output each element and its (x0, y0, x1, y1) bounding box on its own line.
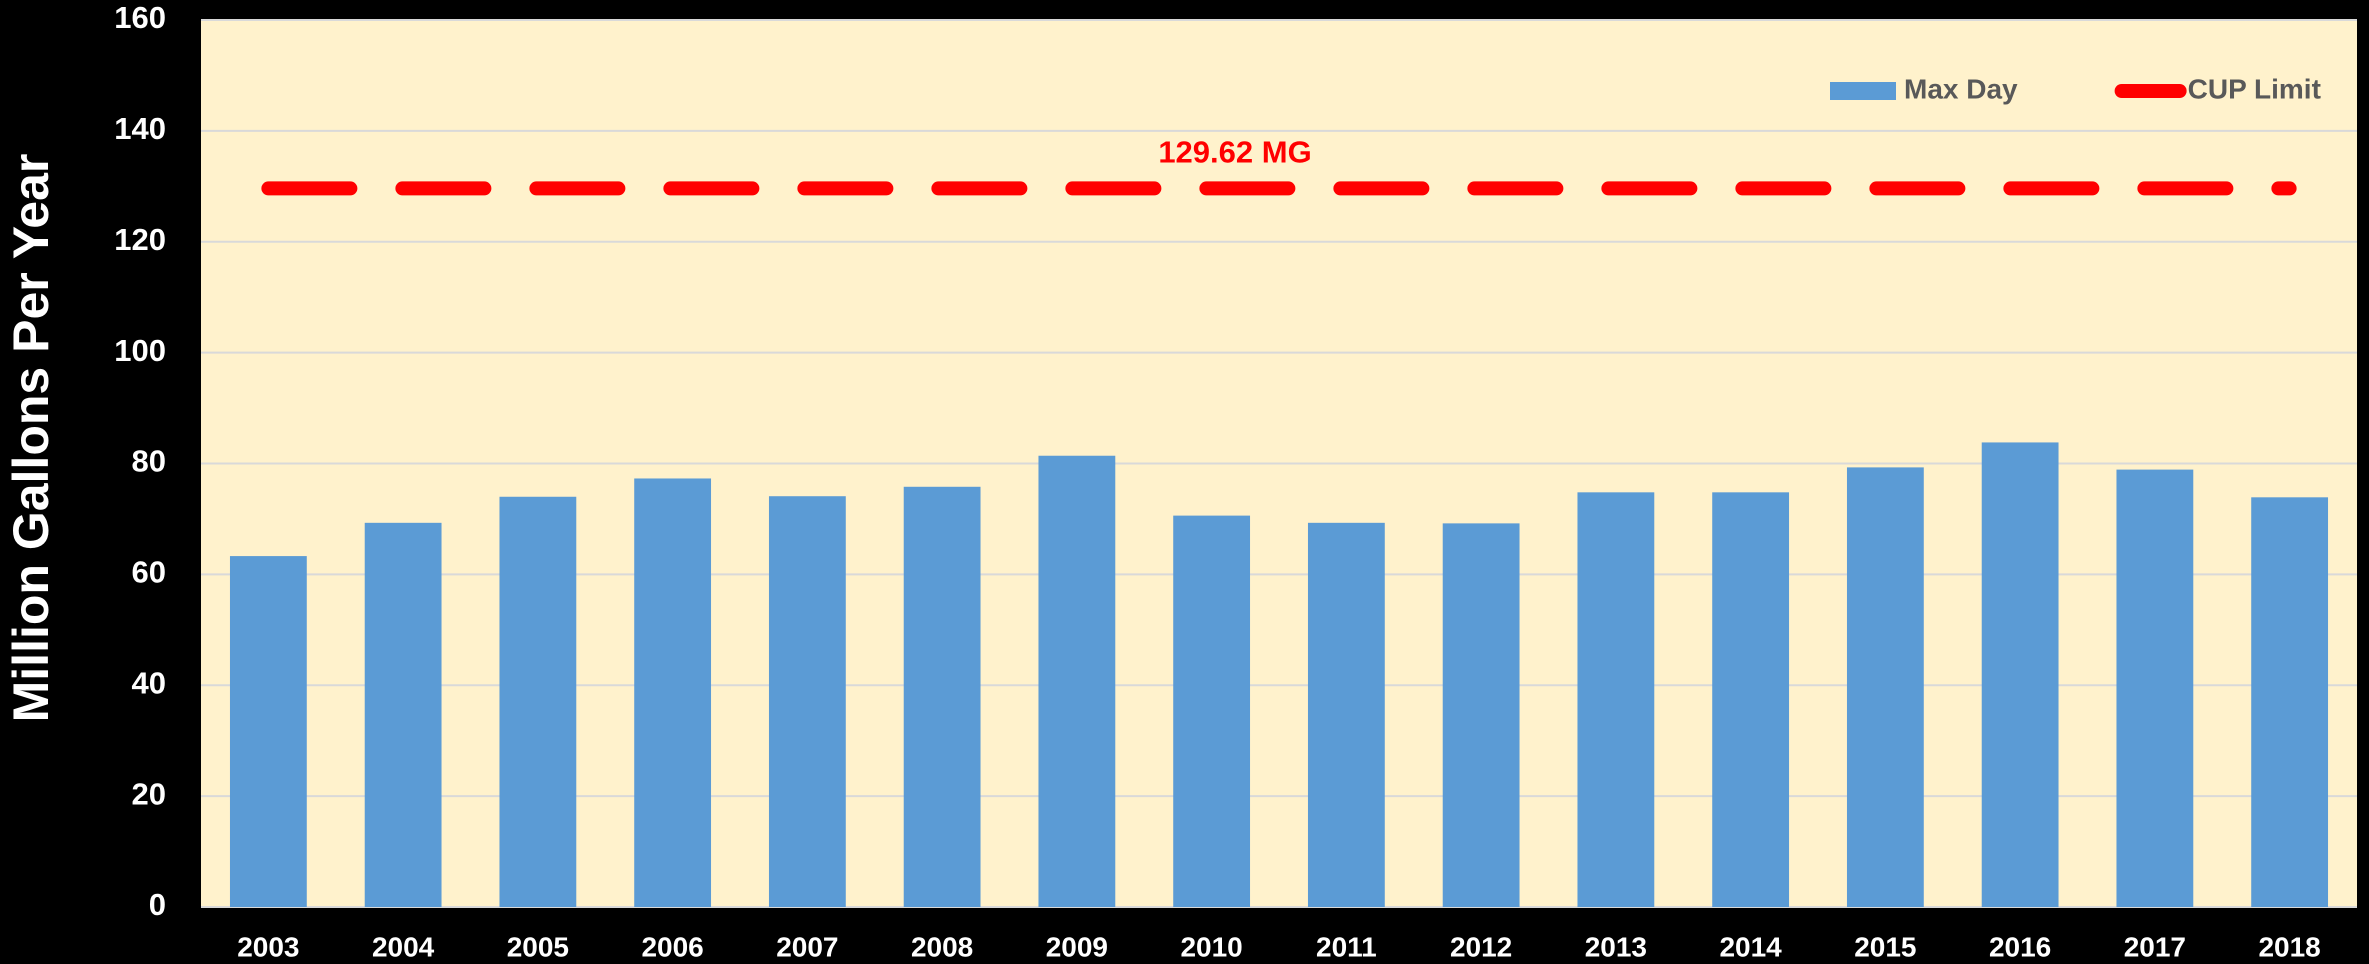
x-tick-label: 2017 (2124, 931, 2186, 962)
y-tick-label: 20 (132, 776, 166, 811)
legend-label: CUP Limit (2188, 73, 2321, 104)
annotation: 129.62 MG (1158, 135, 1311, 170)
y-tick-label: 120 (114, 222, 166, 257)
x-tick-label: 2007 (776, 931, 838, 962)
x-tick-label: 2014 (1719, 931, 1782, 962)
y-tick-label: 80 (132, 444, 166, 479)
bar (1038, 455, 1116, 907)
bar (1307, 522, 1385, 907)
bar (768, 496, 846, 907)
bar (2251, 497, 2329, 907)
x-tick-label: 2018 (2258, 931, 2320, 962)
y-tick-label: 140 (114, 111, 166, 146)
bar (1981, 442, 2059, 907)
bar (1712, 492, 1790, 907)
x-tick-label: 2016 (1989, 931, 2051, 962)
x-tick-label: 2010 (1180, 931, 1242, 962)
bar (2116, 469, 2194, 907)
x-tick-label: 2005 (507, 931, 569, 962)
x-tick-label: 2003 (237, 931, 299, 962)
bar (903, 486, 981, 907)
x-tick-label: 2011 (1316, 931, 1377, 962)
legend-label: Max Day (1904, 73, 2018, 104)
x-tick-label: 2015 (1854, 931, 1916, 962)
y-tick-label: 40 (132, 665, 166, 700)
y-tick-label: 160 (114, 0, 166, 35)
legend-swatch (1830, 82, 1896, 100)
x-tick-label: 2008 (911, 931, 973, 962)
y-tick-label: 100 (114, 333, 166, 368)
x-tick-label: 2012 (1450, 931, 1512, 962)
bar (1173, 515, 1251, 907)
x-tick-label: 2013 (1585, 931, 1647, 962)
x-tick-label: 2004 (372, 931, 435, 962)
x-tick-label: 2009 (1046, 931, 1108, 962)
bar (364, 522, 442, 907)
y-tick-label: 60 (132, 555, 166, 590)
bar (229, 556, 307, 907)
x-tick-label: 2006 (641, 931, 703, 962)
y-tick-label: 0 (149, 887, 166, 922)
bar (1846, 467, 1924, 907)
bar (634, 478, 712, 907)
bar (499, 496, 577, 907)
bar (1577, 492, 1655, 907)
y-axis-label: Million Gallons Per Year (3, 154, 59, 723)
bar (1442, 523, 1520, 907)
